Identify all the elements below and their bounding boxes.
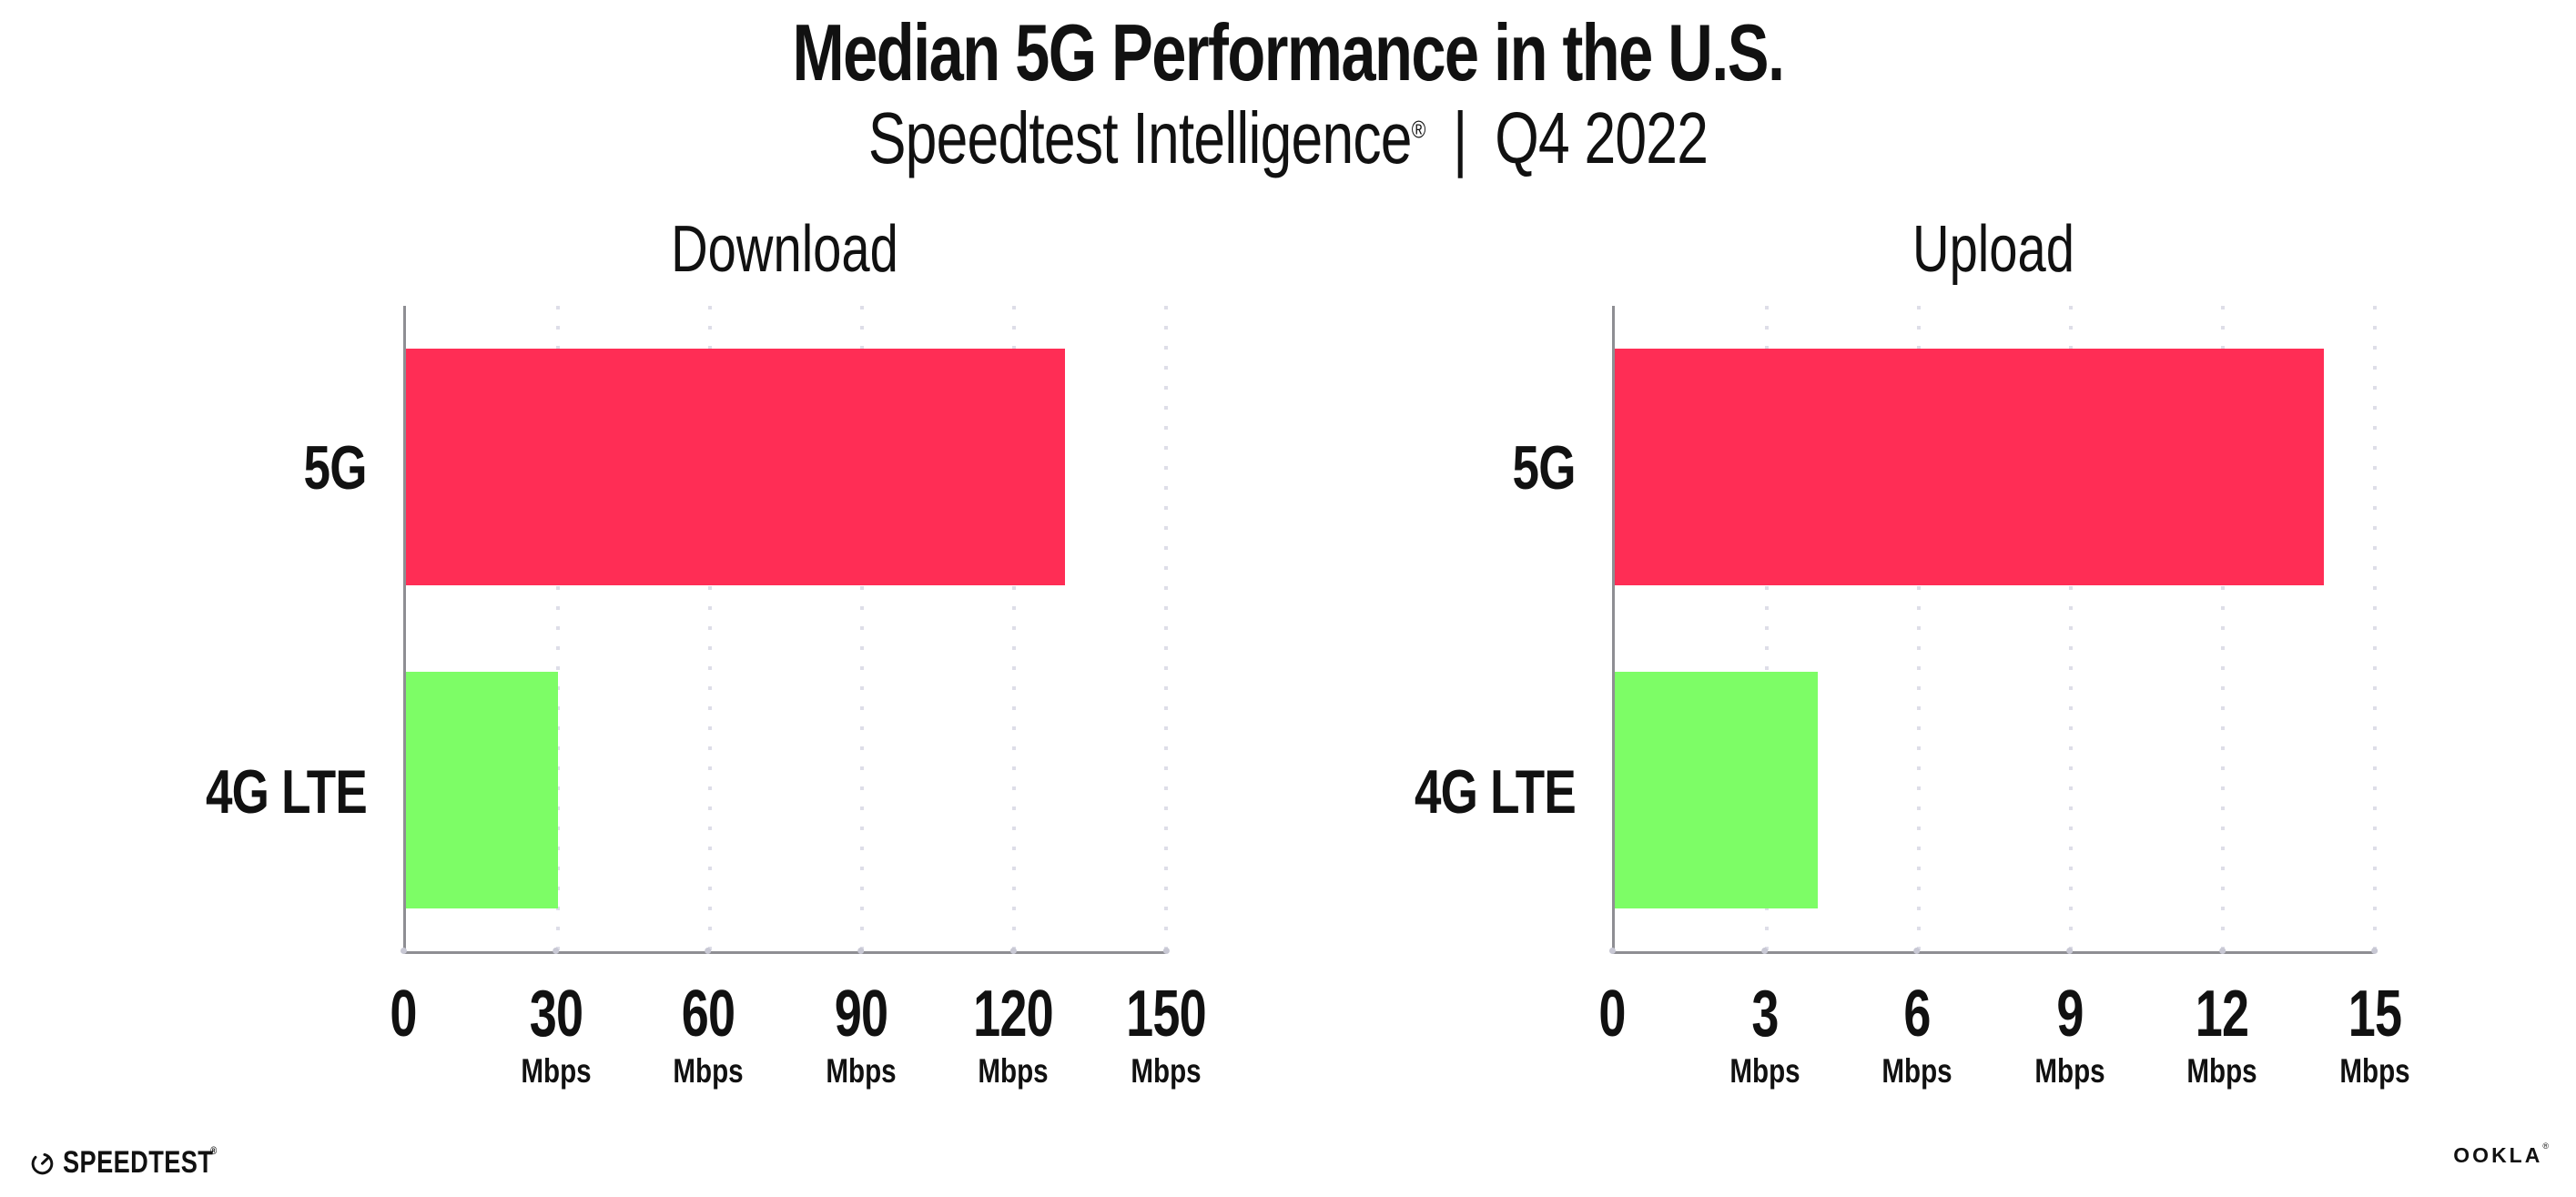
subtitle-period: Q4 2022 [1495,97,1709,178]
x-tick-unit: Mbps [978,1052,1050,1090]
x-tick-unit: Mbps [520,1052,592,1090]
x-tick-unit: Mbps [2339,1052,2410,1090]
x-tick-0: 0 [1594,954,1629,1047]
download-chart-title: Download [671,213,898,286]
x-tick-value: 12 [2196,978,2249,1050]
upload-plot-area [1612,306,2377,954]
x-tick-value: 150 [1126,978,1207,1050]
upload-category-labels: 5G 4G LTE [1193,306,1577,954]
category-label-5g: 5G [303,433,368,502]
subtitle-separator: | [1453,97,1467,178]
bar-4g-lte [1615,671,1818,908]
download-plot-area [403,306,1168,954]
x-tick-unit: Mbps [1729,1052,1800,1090]
gridline [1164,306,1168,951]
category-label-4g-lte: 4G LTE [1414,757,1577,827]
gridline [2069,306,2073,951]
ookla-logo: OOKLA ® [2453,1141,2549,1168]
download-category-labels: 5G 4G LTE [0,306,368,954]
bar-5g [406,349,1065,586]
x-tick-150: 150 Mbps [1112,954,1219,1088]
gridline [860,306,864,951]
gridline [2221,306,2225,951]
x-tick-value: 0 [390,978,417,1050]
x-tick-value: 60 [681,978,735,1050]
x-tick-value: 6 [1903,978,1932,1050]
gridline [1012,306,1016,951]
x-tick-15: 15 Mbps [2331,954,2419,1088]
gridline [556,306,560,951]
ookla-trademark-icon: ® [2542,1141,2549,1151]
speedtest-logo: SPEEDTEST® [30,1143,259,1181]
x-tick-value: 120 [973,978,1054,1050]
speedtest-gauge-icon [31,1152,54,1175]
subtitle: Speedtest Intelligence® | Q4 2022 [283,96,2292,180]
download-chart: Download 5G 4G LTE 0 30 Mbps 60 Mbps 90 Mbps 120… [206,217,1207,1088]
x-tick-30: 30 Mbps [512,954,600,1088]
x-tick-120: 120 Mbps [960,954,1067,1088]
category-label-4g-lte: 4G LTE [205,757,368,827]
x-tick-12: 12 Mbps [2178,954,2267,1088]
upload-chart: Upload 5G 4G LTE 0 3 Mbps 6 Mbps 9 Mbps 12 Mbps 15… [1415,217,2410,1088]
x-tick-unit: Mbps [826,1052,897,1090]
x-tick-60: 60 Mbps [664,954,753,1088]
bar-band-5g [406,306,1166,629]
x-tick-0: 0 [385,954,421,1047]
x-tick-90: 90 Mbps [816,954,905,1088]
x-tick-9: 9 Mbps [2025,954,2114,1088]
bar-4g-lte [406,671,558,908]
x-tick-6: 6 Mbps [1873,954,1962,1088]
x-tick-value: 90 [834,978,888,1050]
bar-band-4g-lte [406,629,1166,952]
subtitle-brand: Speedtest Intelligence [867,97,1413,178]
x-tick-unit: Mbps [2186,1052,2258,1090]
x-tick-unit: Mbps [1131,1052,1202,1090]
bar-5g [1615,349,2325,586]
x-tick-value: 3 [1750,978,1779,1050]
upload-chart-title: Upload [1912,213,2074,286]
category-label-5g: 5G [1512,433,1577,502]
gridline [1917,306,1921,951]
gridline [708,306,712,951]
speedtest-logo-text: SPEEDTEST® [63,1143,218,1180]
gridline [2373,306,2377,951]
bar-band-4g-lte [1615,629,2375,952]
bar-band-5g [1615,306,2375,629]
speedtest-trademark-icon: ® [210,1143,218,1157]
x-tick-3: 3 Mbps [1720,954,1809,1088]
x-tick-value: 15 [2348,978,2402,1050]
x-tick-value: 9 [2056,978,2084,1050]
gridline [1765,306,1769,951]
x-tick-unit: Mbps [673,1052,744,1090]
x-tick-value: 30 [529,978,583,1050]
registered-trademark-icon: ® [1411,115,1426,144]
x-tick-unit: Mbps [2034,1052,2105,1090]
page-title: Median 5G Performance in the U.S. [792,7,1785,97]
x-tick-value: 0 [1598,978,1626,1050]
ookla-logo-text: OOKLA [2453,1143,2543,1167]
x-tick-unit: Mbps [1881,1052,1952,1090]
